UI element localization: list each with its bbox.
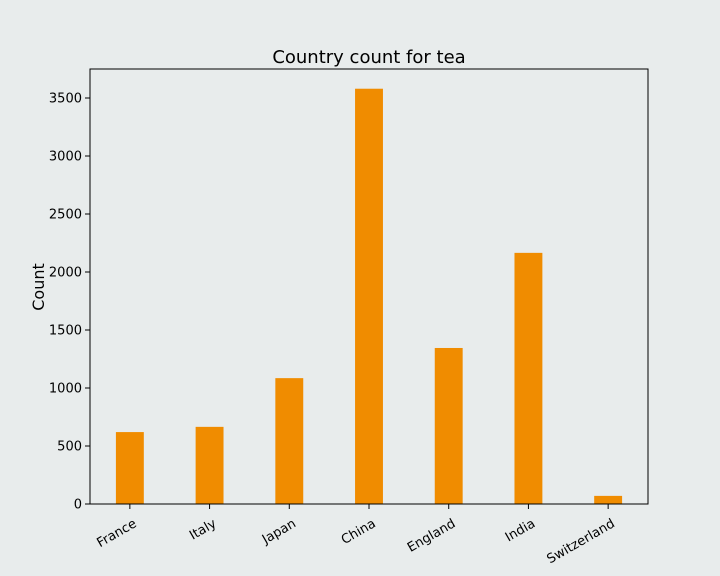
bar-england: [434, 347, 463, 504]
y-tick-label: 0: [74, 498, 82, 513]
bar-france: [115, 432, 144, 504]
bar-italy: [195, 426, 224, 504]
y-tick-label: 2000: [49, 266, 82, 281]
bar-switzerland: [594, 495, 623, 504]
chart-title: Country count for tea: [272, 47, 465, 68]
y-tick-label: 500: [57, 440, 82, 455]
bar-japan: [275, 378, 304, 504]
bar-india: [514, 252, 543, 504]
y-axis-title: Count: [29, 263, 48, 311]
y-tick-label: 1500: [49, 324, 82, 339]
y-tick-label: 2500: [49, 208, 82, 223]
y-tick-label: 1000: [49, 382, 82, 397]
bar-china: [355, 88, 383, 504]
y-tick-label: 3500: [49, 92, 82, 107]
y-tick-label: 3000: [49, 150, 82, 165]
